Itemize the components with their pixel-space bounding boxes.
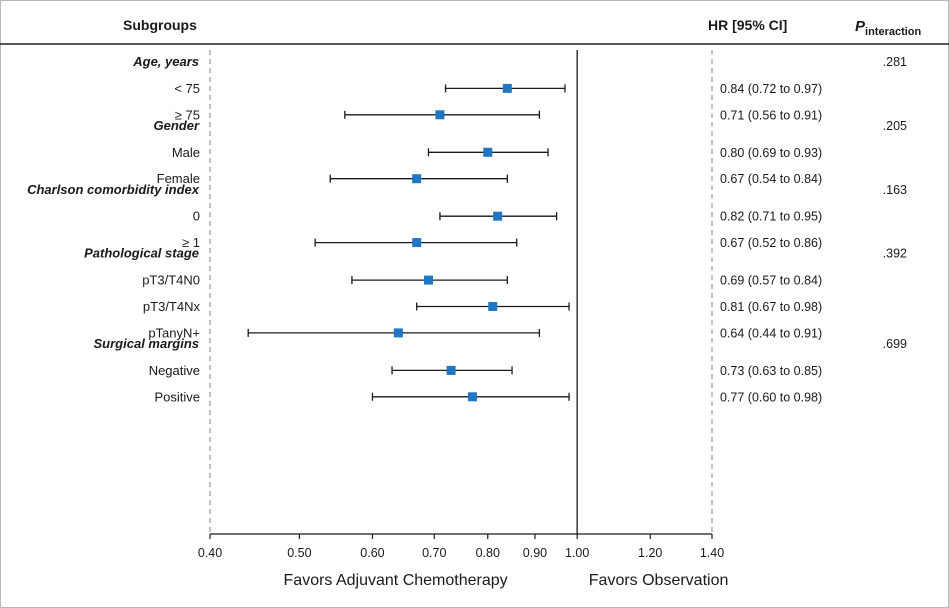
hr-point-marker [412,174,422,184]
row-hr-ci: 0.64 (0.44 to 0.91) [720,326,822,340]
hr-point-marker [483,147,493,157]
row-hr-ci: 0.71 (0.56 to 0.91) [720,108,822,122]
row-hr-ci: 0.81 (0.67 to 0.98) [720,300,822,314]
hr-point-marker [423,275,433,285]
x-tick-label: 1.40 [700,546,724,560]
header-hr-ci: HR [95% CI] [708,17,787,33]
row-label: pT3/T4N0 [142,273,200,288]
row-label: Negative [149,363,200,378]
header-p-sub: interaction [865,26,922,38]
row-label: pTanyN+ [148,325,200,340]
group-label: Surgical margins [94,336,199,351]
row-hr-ci: 0.82 (0.71 to 0.95) [720,210,822,224]
hr-point-marker [435,110,445,120]
header-p-main: P [855,18,866,35]
row-label: pT3/T4Nx [143,299,201,314]
row-hr-ci: 0.69 (0.57 to 0.84) [720,274,822,288]
group-p-value: .281 [883,55,907,69]
hr-point-marker [493,211,503,221]
row-hr-ci: 0.84 (0.72 to 0.97) [720,82,822,96]
favor-right-label: Favors Observation [589,572,729,589]
row-hr-ci: 0.77 (0.60 to 0.98) [720,390,822,404]
group-label: Gender [153,118,199,133]
hr-point-marker [412,238,422,248]
group-label: Charlson comorbidity index [27,182,200,197]
group-p-value: .163 [883,183,907,197]
x-tick-label: 0.90 [523,546,547,560]
group-p-value: .699 [883,337,907,351]
row-label: < 75 [174,81,200,96]
x-tick-label: 1.20 [638,546,662,560]
hr-point-marker [488,302,498,311]
row-label: ≥ 1 [182,235,200,250]
x-tick-label: 0.40 [198,546,222,560]
row-label: ≥ 75 [175,107,200,122]
row-label: Male [172,145,200,160]
hr-point-marker [393,328,403,338]
row-hr-ci: 0.67 (0.54 to 0.84) [720,172,822,186]
group-label: Pathological stage [84,246,199,261]
x-tick-label: 0.60 [360,546,384,560]
x-tick-label: 0.80 [476,546,500,560]
header-subgroups: Subgroups [123,17,197,33]
x-tick-label: 0.70 [422,546,446,560]
hr-point-marker [502,83,512,93]
hr-point-marker [467,392,477,402]
row-hr-ci: 0.73 (0.63 to 0.85) [720,364,822,378]
group-label: Age, years [132,54,199,69]
group-p-value: .392 [883,247,907,261]
plot-layer: Age, years .281 < 75 0.84 (0.72 to 0.97) ≥ 7… [27,50,907,589]
row-label: Female [157,171,200,186]
row-hr-ci: 0.67 (0.52 to 0.86) [720,236,822,250]
favor-left-label: Favors Adjuvant Chemotherapy [284,572,508,589]
group-p-value: .205 [883,119,907,133]
x-tick-label: 0.50 [287,546,311,560]
row-label: 0 [193,209,200,224]
row-hr-ci: 0.80 (0.69 to 0.93) [720,146,822,160]
hr-point-marker [446,365,456,375]
row-label: Positive [154,389,200,404]
header-p-interaction: Pinteraction [855,18,922,38]
x-tick-label: 1.00 [565,546,589,560]
